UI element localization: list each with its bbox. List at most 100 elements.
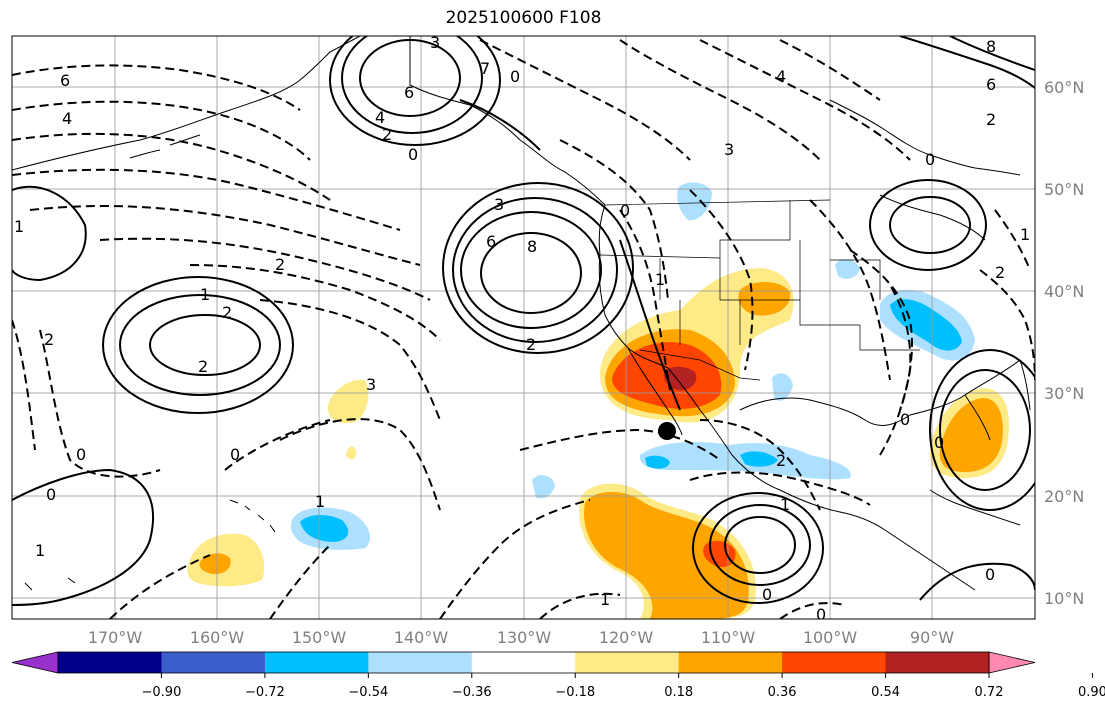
contour-label: 0 <box>762 585 772 604</box>
colorbar-swatch <box>885 652 990 673</box>
lat-label: 10°N <box>1044 589 1084 608</box>
political-borders <box>599 199 920 381</box>
contour-label: 4 <box>375 108 385 127</box>
longitude-labels: 170°W 160°W 150°W 140°W 130°W 120°W 110°… <box>88 628 954 647</box>
colorbar-swatch <box>368 652 473 673</box>
storm-center-dot <box>658 422 676 440</box>
colorbar-extend-low <box>11 651 59 674</box>
contour-label: 0 <box>230 445 240 464</box>
lon-label: 160°W <box>190 628 245 647</box>
colorbar-tick-label: −0.90 <box>142 685 182 700</box>
contours-positive <box>12 36 1035 606</box>
contour-label: 1 <box>655 270 665 289</box>
contours-negative <box>12 39 1035 619</box>
contour-label: 0 <box>816 605 826 624</box>
colorbar-swatch <box>264 652 369 673</box>
lon-label: 150°W <box>292 628 347 647</box>
colorbar-tick-label: −0.18 <box>555 685 595 700</box>
contour-labels: 3 7 0 6 4 2 0 8 6 3 2 0 2 6 4 2 3 4 6 8 … <box>14 33 1030 624</box>
lon-label: 140°W <box>394 628 449 647</box>
negative-anomaly-region <box>645 455 670 469</box>
contour-label: 2 <box>222 303 232 322</box>
contour-label: 7 <box>480 59 490 78</box>
colorbar-swatch <box>782 652 887 673</box>
contour-label: 1 <box>200 285 210 304</box>
colorbar-extend-high <box>988 651 1036 674</box>
positive-anomaly-region <box>584 492 749 619</box>
contour-label: 0 <box>620 201 630 220</box>
lon-label: 170°W <box>88 628 143 647</box>
latitude-labels: 60°N 50°N 40°N 30°N 20°N 10°N <box>1044 78 1084 608</box>
negative-anomaly-region <box>835 259 860 279</box>
map-frame <box>11 35 1036 620</box>
colorbar-swatch <box>575 652 680 673</box>
contour-label: 0 <box>925 150 935 169</box>
contour-label: 1 <box>1020 225 1030 244</box>
contour-label: 6 <box>486 232 496 251</box>
positive-anomaly-region <box>346 446 356 460</box>
negative-anomaly-region <box>740 451 778 467</box>
contour-label: 2 <box>275 255 285 274</box>
contour-label: 1 <box>14 217 24 236</box>
anomaly-fills <box>187 182 1010 619</box>
contour-label: 6 <box>404 83 414 102</box>
contour-label: 0 <box>934 433 944 452</box>
contour-label: 0 <box>900 410 910 429</box>
contour-label: 6 <box>60 71 70 90</box>
colorbar-tick-label: 0.72 <box>975 685 1004 700</box>
contour-label: 6 <box>986 75 996 94</box>
colorbar-tick-label: −0.54 <box>348 685 388 700</box>
negative-anomaly-region <box>772 373 793 401</box>
lat-label: 50°N <box>1044 180 1084 199</box>
contour-label: 8 <box>527 237 537 256</box>
contour-label: 1 <box>315 492 325 511</box>
colorbar-swatch <box>58 652 162 673</box>
colorbar-tick-label: −0.36 <box>452 685 492 700</box>
colorbar-frame <box>57 651 990 674</box>
colorbar-tick-label: 0.54 <box>871 685 900 700</box>
contour-label: 2 <box>44 330 54 349</box>
lon-label: 120°W <box>599 628 654 647</box>
contour-label: 0 <box>46 485 56 504</box>
contour-label: 0 <box>76 445 86 464</box>
lon-label: 90°W <box>910 628 954 647</box>
lon-label: 130°W <box>497 628 552 647</box>
contour-label: 3 <box>494 195 504 214</box>
lat-label: 30°N <box>1044 384 1084 403</box>
colorbar-swatch <box>161 652 266 673</box>
contours-zero <box>459 99 681 411</box>
positive-anomaly-region <box>939 398 1003 472</box>
lon-label: 100°W <box>803 628 858 647</box>
colorbar-tick-label: 0.90 <box>1078 685 1105 700</box>
contour-label: 2 <box>526 335 536 354</box>
contour-label: 0 <box>408 145 418 164</box>
colorbar-swatch <box>678 652 783 673</box>
map-title: 2025100600 F108 <box>445 8 602 28</box>
colorbar-swatch <box>471 652 576 673</box>
contour-label: 3 <box>430 33 440 52</box>
contour-label: 0 <box>510 67 520 86</box>
contour-label: 2 <box>995 263 1005 282</box>
contour-label: 1 <box>35 541 45 560</box>
colorbar: −0.90 −0.72 −0.54 −0.36 −0.18 0.18 0.36 0.54 0.7… <box>11 651 1105 700</box>
lat-label: 20°N <box>1044 487 1084 506</box>
positive-anomaly-region <box>327 379 369 424</box>
lat-label: 60°N <box>1044 78 1084 97</box>
colorbar-tick-label: 0.18 <box>664 685 693 700</box>
positive-anomaly-region <box>703 540 736 568</box>
colorbar-tick-label: −0.72 <box>245 685 285 700</box>
contour-label: 2 <box>382 125 392 144</box>
contour-label: 3 <box>724 140 734 159</box>
contour-label: 2 <box>986 110 996 129</box>
lon-label: 110°W <box>701 628 756 647</box>
contour-label: 2 <box>776 451 786 470</box>
positive-anomaly-region <box>199 553 231 575</box>
negative-anomaly-region <box>532 475 555 499</box>
map-plot: 3 7 0 6 4 2 0 8 6 3 2 0 2 6 4 2 3 4 6 8 … <box>12 33 1035 624</box>
colorbar-tick-label: 0.36 <box>768 685 797 700</box>
contour-label: 2 <box>198 357 208 376</box>
contour-label: 8 <box>986 37 996 56</box>
negative-anomaly-region <box>677 182 712 221</box>
contour-label: 1 <box>780 495 790 514</box>
